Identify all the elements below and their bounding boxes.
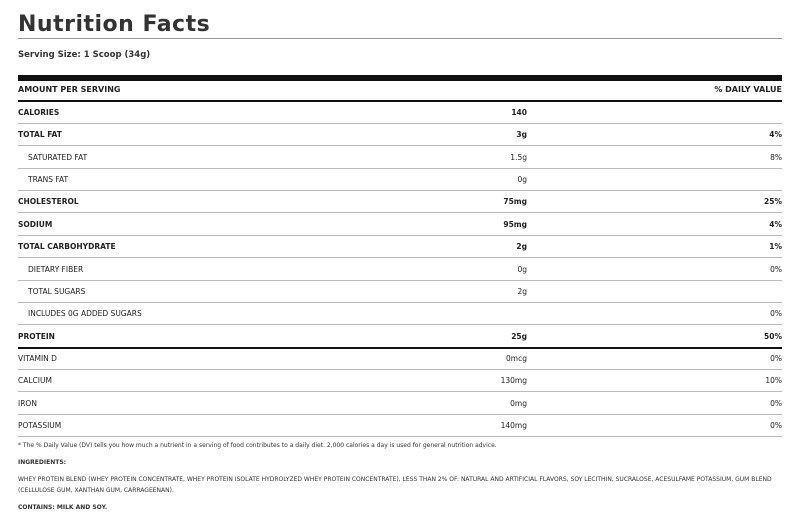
amount: 2g	[517, 286, 527, 296]
amount: 2g	[516, 242, 527, 252]
amount: 0mg	[510, 398, 527, 408]
rule	[18, 38, 782, 39]
daily-value: 0%	[770, 264, 782, 274]
daily-value: 0%	[770, 421, 782, 431]
nutrient-row: TRANS FAT 0g	[18, 168, 782, 192]
nutrient-row: CHOLESTEROL 75mg 25%	[18, 190, 782, 214]
nutrient-name: VITAMIN D	[18, 353, 57, 363]
nutrient-row: IRON 0mg 0%	[18, 392, 782, 415]
rule	[18, 100, 782, 102]
daily-value: 1%	[769, 242, 782, 252]
nutrient-row: DIETARY FIBER 0g 0%	[18, 258, 782, 281]
daily-value: 8%	[770, 152, 782, 162]
amount: 140mg	[500, 421, 527, 431]
nutrient-name: CALCIUM	[18, 376, 52, 386]
nutrient-name: TOTAL FAT	[18, 130, 62, 140]
nutrient-name: PROTEIN	[18, 331, 55, 341]
nutrient-row: SATURATED FAT 1.5g 8%	[18, 146, 782, 169]
nutrient-row: INCLUDES 0G ADDED SUGARS 0%	[18, 302, 782, 326]
column-header: % DAILY VALUE	[714, 85, 782, 94]
column-header: AMOUNT PER SERVING	[18, 85, 121, 94]
daily-value: 0%	[770, 353, 782, 363]
nutrient-row: CALORIES 140	[18, 101, 782, 124]
amount: 130mg	[500, 376, 527, 386]
amount: 3g	[516, 130, 527, 140]
nutrient-name: INCLUDES 0G ADDED SUGARS	[28, 309, 142, 319]
nutrient-row: TOTAL CARBOHYDRATE 2g 1%	[18, 235, 782, 259]
serving-size: Serving Size: 1 Scoop (34g)	[18, 50, 151, 60]
nutrient-name: CALORIES	[18, 108, 60, 117]
daily-value: 0%	[770, 398, 782, 408]
nutrient-name: TRANS FAT	[28, 175, 69, 185]
daily-value: 25%	[764, 197, 782, 207]
daily-value: 10%	[765, 376, 782, 386]
amount: 0mcg	[506, 353, 527, 363]
nutrient-name: SATURATED FAT	[28, 152, 88, 162]
nutrient-row: VITAMIN D 0mcg 0%	[18, 347, 782, 370]
nutrient-name: CHOLESTEROL	[18, 197, 79, 207]
amount: 0g	[517, 264, 527, 274]
nutrient-row: CALCIUM 130mg 10%	[18, 369, 782, 393]
daily-value: 0%	[770, 309, 782, 319]
nutrient-row: SODIUM 95mg 4%	[18, 213, 782, 236]
amount: 95mg	[503, 219, 527, 229]
thick-bar	[18, 75, 782, 81]
allergens: CONTAINS: MILK AND SOY.	[18, 504, 108, 511]
nutrient-row: TOTAL FAT 3g 4%	[18, 123, 782, 147]
nutrient-name: TOTAL CARBOHYDRATE	[18, 242, 116, 252]
daily-value: 4%	[769, 219, 782, 229]
amount: 140	[511, 108, 527, 117]
ingredients-label: INGREDIENTS:	[18, 459, 67, 466]
nutrient-name: SODIUM	[18, 219, 53, 229]
nutrient-name: IRON	[18, 398, 37, 408]
amount: 75mg	[503, 197, 527, 207]
amount: 25g	[511, 331, 527, 341]
nutrient-row: PROTEIN 25g 50%	[18, 325, 782, 349]
nutrient-name: POTASSIUM	[18, 421, 62, 431]
nutrient-row: POTASSIUM 140mg 0%	[18, 414, 782, 438]
footnote: * The % Daily Value (DV) tells you how m…	[18, 442, 497, 449]
daily-value: 50%	[764, 331, 782, 341]
ingredients: WHEY PROTEIN BLEND (WHEY PROTEIN CONCENT…	[18, 476, 772, 494]
nutrient-row: TOTAL SUGARS 2g	[18, 280, 782, 303]
nutrient-name: DIETARY FIBER	[28, 264, 84, 274]
title: Nutrition Facts	[18, 12, 211, 37]
nutrient-name: TOTAL SUGARS	[28, 286, 86, 296]
amount: 1.5g	[510, 152, 527, 162]
daily-value: 4%	[769, 130, 782, 140]
amount: 0g	[517, 175, 527, 185]
